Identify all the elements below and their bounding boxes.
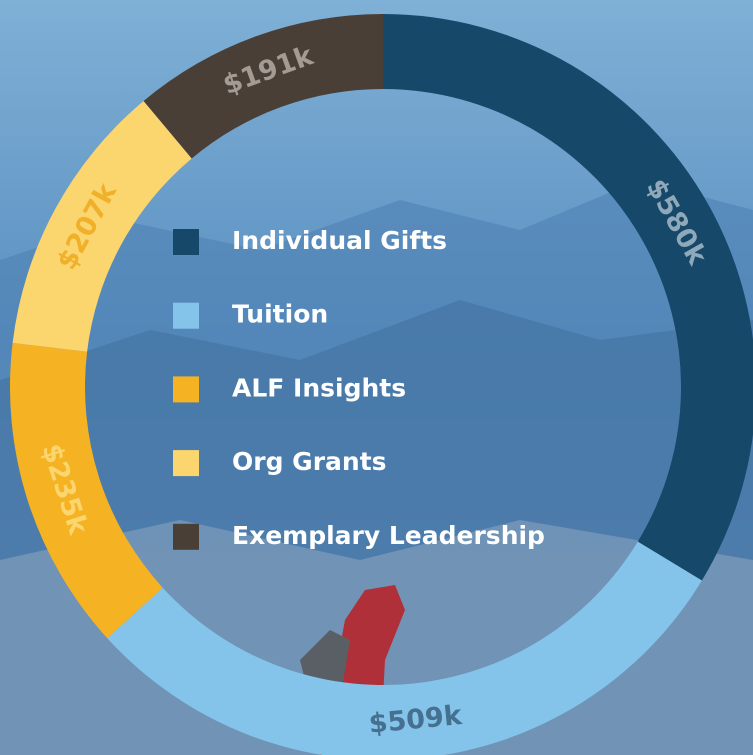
- donut-segment: [383, 14, 753, 581]
- donut-segment: [143, 14, 383, 159]
- legend-label: Tuition: [232, 300, 328, 329]
- legend-swatch: [173, 302, 199, 329]
- legend-label: Org Grants: [232, 447, 387, 476]
- legend-label: ALF Insights: [232, 373, 406, 402]
- legend-swatch: [173, 229, 199, 255]
- legend-swatch: [173, 523, 199, 550]
- donut-segment: [12, 100, 192, 352]
- legend-label: Exemplary Leadership: [232, 521, 545, 550]
- legend-swatch: [173, 450, 199, 477]
- legend-swatch: [173, 376, 199, 403]
- donut-segment: [9, 342, 163, 639]
- donut-segment: [107, 541, 702, 755]
- legend-label: Individual Gifts: [232, 226, 447, 255]
- legend: Individual Gifts Tuition ALF Insights Org G…: [173, 226, 545, 550]
